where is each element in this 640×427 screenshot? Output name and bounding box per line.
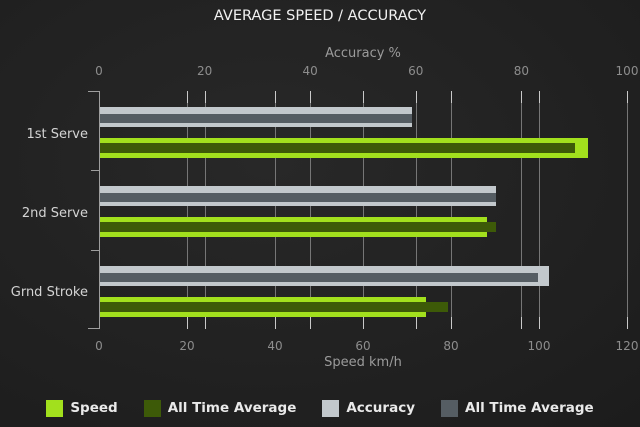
accuracy-bottom-tick: [415, 317, 417, 329]
category-separator-tick: [91, 249, 99, 251]
speed-bottom-tick: [627, 317, 628, 329]
bar-speed-ata-2nd-serve[interactable]: [100, 222, 496, 233]
accuracy-gridline: [204, 91, 206, 329]
category-label: 2nd Serve: [21, 206, 88, 221]
legend-label-speed-ata: All Time Average: [167, 400, 297, 416]
legend-swatch-speed-ata: [143, 399, 161, 417]
bottom-axis-title: Speed km/h: [324, 355, 402, 370]
speed-gridline: [627, 91, 628, 329]
legend-swatch-accuracy: [322, 399, 340, 417]
speed-top-tick: [539, 91, 540, 103]
speed-top-tick: [627, 91, 628, 103]
speed-gridline: [539, 91, 540, 329]
top-axis-tick-label: 40: [302, 64, 318, 78]
top-axis-tick-label: 0: [95, 64, 103, 78]
accuracy-top-tick: [415, 91, 417, 103]
top-axis-tick-label: 60: [408, 64, 424, 78]
bottom-axis-tick-label: 60: [355, 339, 371, 353]
speed-gridline: [363, 91, 364, 329]
speed-top-tick: [451, 91, 452, 103]
bottom-axis-tick-label: 120: [615, 339, 639, 353]
top-axis-tick-label: 100: [615, 64, 639, 78]
legend: Speed All Time Average Accuracy All Time Av…: [0, 396, 640, 420]
bar-speed-ata-1st-serve[interactable]: [100, 143, 576, 153]
category-label: Grnd Stroke: [10, 285, 88, 301]
speed-gridline: [187, 91, 188, 329]
accuracy-top-tick: [310, 91, 312, 103]
legend-label-speed: Speed: [70, 400, 118, 416]
legend-swatch-accuracy-ata: [441, 399, 458, 417]
legend-item-accuracy-ata[interactable]: All Time Average: [441, 399, 594, 417]
speed-top-tick: [363, 91, 364, 103]
speed-top-tick: [275, 91, 276, 103]
legend-item-accuracy[interactable]: Accuracy: [322, 399, 415, 417]
accuracy-top-tick: [521, 91, 523, 103]
speed-bottom-tick: [187, 317, 188, 329]
accuracy-gridline: [310, 91, 312, 329]
bottom-axis-tick-label: 40: [267, 339, 283, 353]
accuracy-bottom-tick: [310, 317, 312, 329]
bottom-axis-tick-label: 0: [95, 339, 103, 353]
bottom-axis-tick-label: 20: [179, 339, 195, 353]
legend-item-speed-ata[interactable]: All Time Average: [143, 399, 297, 417]
bar-accuracy-ata-grnd-stroke[interactable]: [100, 272, 539, 282]
speed-bottom-tick: [539, 317, 540, 329]
speed-bottom-tick: [275, 317, 276, 329]
bar-accuracy-ata-2nd-serve[interactable]: [100, 193, 496, 203]
bottom-axis-tick-label: 100: [527, 339, 551, 353]
accuracy-top-tick: [204, 91, 206, 103]
top-axis-tick-label: 20: [196, 64, 213, 78]
y-axis-line: [99, 91, 100, 329]
category-label: 1st Serve: [26, 126, 88, 142]
legend-label-accuracy-ata: All Time Average: [465, 400, 594, 416]
chart-title: AVERAGE SPEED / ACCURACY: [213, 8, 427, 24]
bar-speed-ata-grnd-stroke[interactable]: [100, 301, 448, 312]
y-axis-top-stub: [88, 91, 99, 92]
speed-bottom-tick: [363, 317, 364, 329]
y-axis-bottom-stub: [88, 328, 99, 329]
accuracy-bottom-tick: [521, 317, 523, 329]
speed-bottom-tick: [451, 317, 452, 329]
accuracy-bottom-tick: [204, 317, 206, 329]
category-separator-tick: [91, 170, 99, 172]
top-axis-title: Accuracy %: [325, 46, 401, 61]
top-axis-tick-label: 80: [513, 64, 530, 78]
accuracy-gridline: [521, 91, 523, 329]
speed-gridline: [275, 91, 276, 329]
speed-top-tick: [187, 91, 188, 103]
legend-item-speed[interactable]: Speed: [46, 399, 118, 417]
legend-swatch-speed: [46, 399, 64, 417]
accuracy-gridline: [415, 91, 417, 329]
speed-gridline: [451, 91, 452, 329]
bar-accuracy-ata-1st-serve[interactable]: [100, 114, 412, 123]
bottom-axis-tick-label: 80: [443, 339, 459, 353]
legend-label-accuracy: Accuracy: [346, 400, 415, 416]
